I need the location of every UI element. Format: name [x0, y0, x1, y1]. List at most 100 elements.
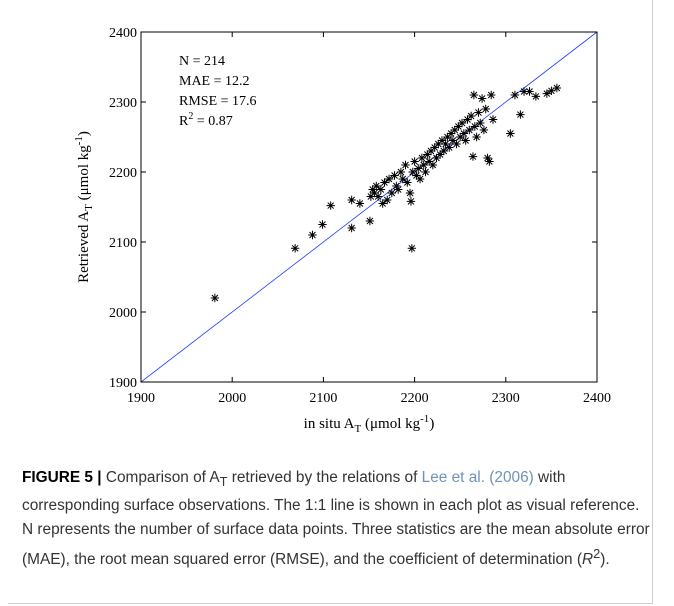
data-point — [372, 181, 381, 191]
data-point — [531, 92, 541, 101]
data-point — [506, 129, 515, 138]
one-to-one-line — [140, 31, 598, 383]
x-tick-label: 2000 — [218, 391, 246, 406]
data-point — [290, 244, 300, 253]
data-point — [439, 146, 448, 156]
data-point — [481, 104, 490, 114]
data-point — [426, 146, 436, 156]
data-point — [318, 220, 327, 229]
data-point — [405, 188, 415, 198]
data-point — [417, 153, 427, 163]
data-point — [483, 153, 492, 163]
data-point — [398, 174, 407, 184]
stat-n: N = 214 — [179, 54, 225, 69]
data-point — [392, 181, 401, 191]
caption-text-2: retrieved by the relations of — [227, 469, 422, 486]
data-point — [547, 86, 556, 95]
x-tick-label: 2300 — [492, 391, 520, 406]
data-point — [443, 132, 452, 142]
data-point — [552, 83, 562, 93]
data-point — [432, 153, 441, 163]
x-tick-label: 2200 — [401, 391, 429, 406]
data-point — [461, 136, 470, 145]
data-point — [390, 171, 399, 180]
data-point — [441, 139, 450, 149]
data-point — [459, 129, 469, 138]
data-point — [393, 185, 403, 194]
data-point — [408, 167, 417, 177]
data-point — [308, 230, 317, 240]
data-point — [485, 157, 494, 166]
data-point — [510, 90, 520, 100]
data-point — [384, 174, 394, 184]
data-point — [380, 178, 389, 187]
caption-subscript: T — [219, 474, 228, 490]
data-point — [446, 129, 456, 138]
caption-text-3: with corresponding surface observations.… — [22, 469, 650, 569]
data-point — [412, 171, 421, 180]
data-point — [474, 108, 483, 117]
y-tick-label: 2400 — [109, 26, 137, 41]
data-point — [401, 160, 410, 170]
y-tick-label: 2200 — [109, 166, 137, 181]
data-point — [434, 139, 443, 149]
x-tick-label: 2100 — [309, 391, 337, 406]
data-point — [448, 136, 458, 145]
y-tick-label: 2000 — [109, 306, 137, 321]
data-point — [383, 195, 392, 205]
caption-text-4: ). — [600, 551, 610, 569]
data-point — [525, 87, 534, 96]
data-point — [210, 293, 220, 303]
data-point — [347, 223, 356, 233]
data-point — [428, 160, 438, 170]
figure-label: FIGURE 5 | — [22, 469, 102, 486]
data-point — [424, 157, 434, 166]
data-point — [370, 188, 379, 198]
data-point — [466, 111, 476, 121]
data-point — [472, 132, 481, 142]
data-point — [477, 94, 487, 103]
y-tick-label: 2300 — [109, 96, 137, 111]
data-point — [476, 118, 485, 128]
data-point — [406, 197, 416, 206]
data-point — [410, 157, 419, 166]
caption-r-letter: R — [582, 551, 594, 569]
data-point — [365, 216, 375, 226]
data-point — [542, 89, 552, 98]
y-tick-label: 1900 — [109, 376, 137, 391]
data-point — [415, 174, 425, 184]
data-point — [452, 139, 461, 149]
data-point — [468, 152, 478, 161]
x-axis-label: in situ AT (μmol kg-1) — [304, 413, 435, 435]
data-point — [423, 150, 432, 159]
y-axis-label: Retrieved AT (μmol kg-1) — [73, 131, 95, 283]
y-tick-label: 2100 — [109, 236, 137, 251]
data-point — [376, 185, 386, 194]
data-point — [407, 244, 417, 253]
figure-caption: FIGURE 5 | Comparison of AT retrieved by… — [22, 466, 652, 572]
data-point — [396, 167, 406, 177]
data-point — [368, 185, 377, 194]
data-point — [519, 87, 529, 96]
data-point — [479, 125, 489, 135]
data-point — [387, 188, 396, 198]
data-point — [435, 150, 445, 159]
data-point — [414, 164, 423, 173]
stats-annotation: N = 214 MAE = 12.2 RMSE = 17.6 R2 = 0.87 — [179, 54, 257, 129]
data-point — [373, 192, 383, 201]
data-point — [347, 195, 356, 205]
data-point — [488, 115, 498, 124]
citation-link[interactable]: Lee et al. (2006) — [421, 469, 534, 486]
caption-r-superscript: 2 — [593, 546, 601, 562]
data-point — [457, 118, 467, 128]
data-point — [465, 125, 474, 135]
stat-r2: R2 = 0.87 — [179, 111, 233, 129]
data-point — [326, 201, 335, 210]
stat-rmse: RMSE = 17.6 — [179, 94, 257, 109]
stat-mae: MAE = 12.2 — [179, 74, 250, 89]
x-tick-label: 1900 — [127, 391, 155, 406]
data-point — [470, 122, 479, 131]
x-tick-label: 2400 — [583, 391, 611, 406]
data-point — [378, 199, 387, 208]
data-point — [456, 132, 465, 142]
